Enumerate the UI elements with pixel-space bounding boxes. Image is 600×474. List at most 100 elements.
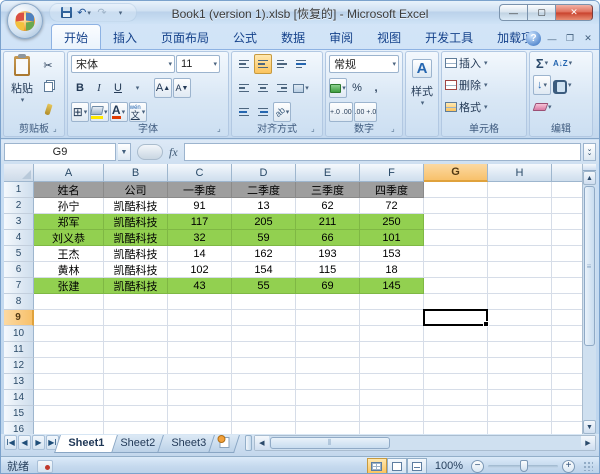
cell-G4[interactable] xyxy=(424,230,488,246)
cell-D7[interactable]: 55 xyxy=(232,278,296,294)
cell-H15[interactable] xyxy=(488,406,552,422)
underline-button[interactable]: U xyxy=(114,82,122,94)
cell-C5[interactable]: 14 xyxy=(168,246,232,262)
cell-B9[interactable] xyxy=(104,310,168,326)
column-header-E[interactable]: E xyxy=(296,164,360,182)
cell-partial-7[interactable] xyxy=(552,278,584,294)
cell-H11[interactable] xyxy=(488,342,552,358)
cell-H9[interactable] xyxy=(488,310,552,326)
increase-indent-button[interactable] xyxy=(254,102,272,122)
row-header-14[interactable]: 14 xyxy=(4,390,34,406)
cell-E16[interactable] xyxy=(296,422,360,434)
cell-E5[interactable]: 193 xyxy=(296,246,360,262)
cell-A3[interactable]: 郑军 xyxy=(34,214,104,230)
ribbon-tab-9[interactable]: 加载项 xyxy=(497,31,534,45)
cell-H1[interactable] xyxy=(488,182,552,198)
cell-B2[interactable]: 凯酷科技 xyxy=(104,198,168,214)
workbook-close-button[interactable]: ✕ xyxy=(584,33,592,43)
row-header-1[interactable]: 1 xyxy=(4,182,34,198)
cell-E1[interactable]: 三季度 xyxy=(296,182,360,198)
workbook-minimize-button[interactable]: — xyxy=(547,33,557,44)
name-box[interactable]: G9 xyxy=(4,143,116,161)
cell-F3[interactable]: 250 xyxy=(360,214,424,230)
row-header-15[interactable]: 15 xyxy=(4,406,34,422)
cell-D13[interactable] xyxy=(232,374,296,390)
ribbon-tab-8[interactable]: 开发工具 xyxy=(425,31,474,45)
alignment-dialog-launcher[interactable]: ⌟ xyxy=(311,124,315,133)
cell-F6[interactable]: 18 xyxy=(360,262,424,278)
font-dialog-launcher[interactable]: ⌟ xyxy=(217,124,221,133)
cell-A7[interactable]: 张建 xyxy=(34,278,104,294)
cell-B6[interactable]: 凯酷科技 xyxy=(104,262,168,278)
cell-D2[interactable]: 13 xyxy=(232,198,296,214)
shrink-font-button[interactable]: A ▼ xyxy=(173,78,191,98)
row-header-10[interactable]: 10 xyxy=(4,326,34,342)
office-button[interactable] xyxy=(7,3,43,39)
increase-decimal-button[interactable]: +.0 .00 xyxy=(329,102,353,122)
merge-center-button[interactable]: ▾ xyxy=(292,78,310,98)
cell-partial-4[interactable] xyxy=(552,230,584,246)
autosum-button[interactable]: Σ ▾ xyxy=(535,55,549,71)
underline-dropdown[interactable]: ▾ xyxy=(135,85,140,92)
wrap-text-button[interactable] xyxy=(292,54,310,74)
cell-H3[interactable] xyxy=(488,214,552,230)
cell-A12[interactable] xyxy=(34,358,104,374)
cell-D10[interactable] xyxy=(232,326,296,342)
cell-D6[interactable]: 154 xyxy=(232,262,296,278)
column-header-F[interactable]: F xyxy=(360,164,424,182)
cell-G3[interactable] xyxy=(424,214,488,230)
cell-F15[interactable] xyxy=(360,406,424,422)
scroll-left-icon[interactable]: ◀ xyxy=(254,436,269,450)
italic-button[interactable]: I xyxy=(97,82,101,94)
row-header-6[interactable]: 6 xyxy=(4,262,34,278)
help-button[interactable]: ? xyxy=(526,31,541,46)
cell-partial-6[interactable] xyxy=(552,262,584,278)
cell-F10[interactable] xyxy=(360,326,424,342)
comma-style-button[interactable]: , xyxy=(374,82,378,94)
page-break-view-button[interactable] xyxy=(406,458,427,473)
cell-partial-16[interactable] xyxy=(552,422,584,434)
font-color-button[interactable]: A ▾ xyxy=(109,102,128,122)
undo-button[interactable]: ↶ ▾ xyxy=(76,5,92,21)
cell-A5[interactable]: 王杰 xyxy=(34,246,104,262)
cell-A13[interactable] xyxy=(34,374,104,390)
cell-A2[interactable]: 孙宁 xyxy=(34,198,104,214)
bold-button[interactable]: B xyxy=(76,82,84,94)
cell-G1[interactable] xyxy=(424,182,488,198)
cell-D12[interactable] xyxy=(232,358,296,374)
cell-partial-9[interactable] xyxy=(552,310,584,326)
ribbon-tab-7[interactable]: 视图 xyxy=(377,31,402,45)
cell-B14[interactable] xyxy=(104,390,168,406)
row-header-11[interactable]: 11 xyxy=(4,342,34,358)
cell-partial-3[interactable] xyxy=(552,214,584,230)
cell-H4[interactable] xyxy=(488,230,552,246)
select-all-button[interactable] xyxy=(4,164,34,182)
cell-A11[interactable] xyxy=(34,342,104,358)
cell-D9[interactable] xyxy=(232,310,296,326)
cell-A4[interactable]: 刘义恭 xyxy=(34,230,104,246)
row-header-5[interactable]: 5 xyxy=(4,246,34,262)
cell-partial-1[interactable] xyxy=(552,182,584,198)
next-sheet-button[interactable]: ▶ xyxy=(32,435,45,450)
cell-H14[interactable] xyxy=(488,390,552,406)
cell-D3[interactable]: 205 xyxy=(232,214,296,230)
cell-F7[interactable]: 145 xyxy=(360,278,424,294)
percent-style-button[interactable]: % xyxy=(352,82,362,94)
phonetic-guide-button[interactable]: wén 文 ▾ xyxy=(128,102,147,122)
row-header-8[interactable]: 8 xyxy=(4,294,34,310)
name-box-dropdown[interactable]: ▼ xyxy=(118,143,131,161)
cell-C9[interactable] xyxy=(168,310,232,326)
cell-D15[interactable] xyxy=(232,406,296,422)
cell-G11[interactable] xyxy=(424,342,488,358)
cell-D8[interactable] xyxy=(232,294,296,310)
cell-C1[interactable]: 一季度 xyxy=(168,182,232,198)
resize-grip[interactable] xyxy=(583,461,593,471)
cell-F14[interactable] xyxy=(360,390,424,406)
ribbon-tab-4[interactable]: 公式 xyxy=(233,31,258,45)
cell-G8[interactable] xyxy=(424,294,488,310)
clear-button[interactable]: ▾ xyxy=(532,97,553,117)
decrease-indent-button[interactable] xyxy=(235,102,253,122)
cell-B15[interactable] xyxy=(104,406,168,422)
find-select-button[interactable]: ▾ xyxy=(552,75,573,95)
column-header-B[interactable]: B xyxy=(104,164,168,182)
